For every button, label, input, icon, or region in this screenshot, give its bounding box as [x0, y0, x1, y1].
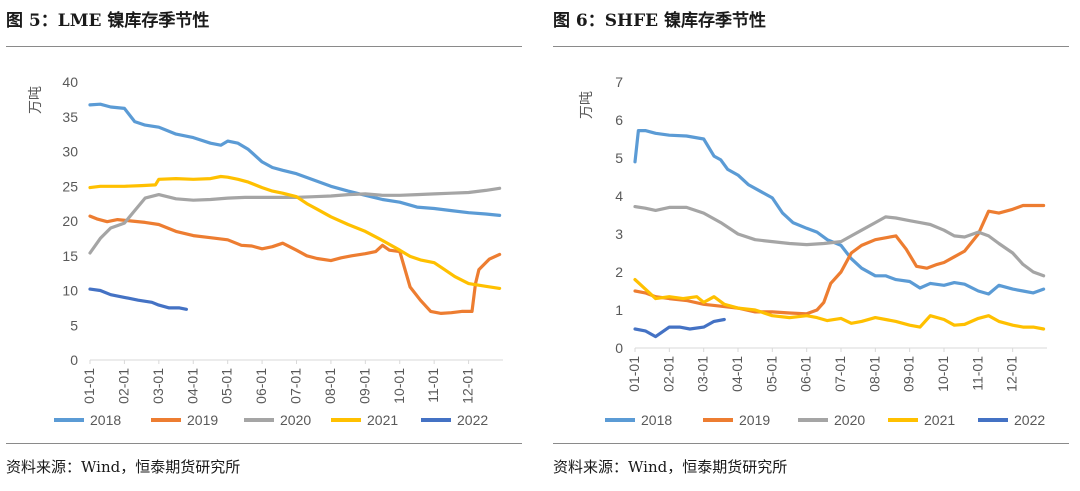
chart-title-lme: 图 5：LME 镍库存季节性 — [6, 11, 210, 31]
y-tick-label: 10 — [62, 283, 78, 299]
y-axis-label: 万吨 — [27, 86, 43, 114]
x-tick-label: 03-01 — [150, 368, 166, 404]
y-tick-label: 40 — [62, 74, 78, 90]
legend-label-2021: 2021 — [924, 412, 955, 428]
legend-label-2020: 2020 — [834, 412, 865, 428]
legend-label-2021: 2021 — [367, 412, 398, 428]
legend-label-2019: 2019 — [739, 412, 770, 428]
chart-title-shfe: 图 6：SHFE 镍库存季节性 — [553, 11, 767, 31]
shfe-panel: 图 6：SHFE 镍库存季节性 万吨 0 1 2 3 4 5 6 7 01-01 02-01 03-0… — [553, 0, 1073, 491]
x-tick-label: 06-01 — [253, 368, 269, 404]
y-tick-label: 5 — [615, 150, 623, 166]
x-tick-label: 09-01 — [901, 356, 917, 392]
x-tick-label: 08-01 — [322, 368, 338, 404]
x-tick-label: 12-01 — [1004, 356, 1020, 392]
series-line-2021 — [633, 278, 1046, 331]
lme-panel: 图 5：LME 镍库存季节性 万吨 0 5 10 15 20 25 30 35 40 01-01 02… — [6, 0, 526, 491]
y-tick-label: 20 — [62, 213, 78, 229]
series-line-2022 — [88, 287, 188, 311]
x-tick-label: 04-01 — [729, 356, 745, 392]
x-tick-label: 08-01 — [866, 356, 882, 392]
x-tick-label: 09-01 — [356, 368, 372, 404]
series-line-2019 — [633, 203, 1046, 316]
source-note: 资料来源：Wind，恒泰期货研究所 — [6, 458, 241, 476]
y-tick-label: 2 — [615, 264, 623, 280]
legend-label-2019: 2019 — [187, 412, 218, 428]
x-tick-label: 05-01 — [763, 356, 779, 392]
y-tick-label: 5 — [70, 317, 78, 333]
series-line-2019 — [88, 214, 502, 315]
x-tick-label: 01-01 — [81, 368, 97, 404]
y-tick-label: 7 — [615, 74, 623, 90]
legend-label-2020: 2020 — [280, 412, 311, 428]
legend-label-2022: 2022 — [1014, 412, 1045, 428]
x-tick-label: 02-01 — [115, 368, 131, 404]
y-tick-label: 0 — [615, 340, 623, 356]
x-tick-label: 03-01 — [695, 356, 711, 392]
series-line-2018 — [88, 102, 502, 217]
series-line-2020 — [88, 186, 502, 255]
shfe-inventory-chart: 万吨 0 1 2 3 4 5 6 7 01-01 02-01 03-01 04-01 05-01 06-01… — [578, 74, 1047, 428]
y-tick-label: 15 — [62, 248, 78, 264]
legend-label-2018: 2018 — [90, 412, 121, 428]
y-tick-label: 0 — [70, 352, 78, 368]
y-axis-label: 万吨 — [578, 91, 594, 119]
y-tick-label: 1 — [615, 302, 623, 318]
source-divider — [6, 443, 522, 444]
x-tick-label: 05-01 — [219, 368, 235, 404]
legend-label-2022: 2022 — [457, 412, 488, 428]
legend-label-2018: 2018 — [641, 412, 672, 428]
x-tick-label: 10-01 — [935, 356, 951, 392]
x-tick-label: 10-01 — [391, 368, 407, 404]
x-tick-label: 11-01 — [425, 368, 441, 403]
x-tick-label: 02-01 — [660, 356, 676, 392]
y-tick-label: 25 — [62, 178, 78, 194]
x-tick-label: 07-01 — [288, 368, 304, 404]
lme-inventory-chart: 万吨 0 5 10 15 20 25 30 35 40 01-01 02-01 03-01 04-01 05… — [27, 74, 503, 428]
title-divider — [6, 46, 522, 47]
source-note: 资料来源：Wind，恒泰期货研究所 — [553, 458, 788, 476]
series-line-2020 — [633, 205, 1046, 278]
source-divider — [553, 443, 1069, 444]
series-line-2022 — [633, 317, 726, 339]
y-tick-label: 6 — [615, 112, 623, 128]
x-tick-label: 04-01 — [184, 368, 200, 404]
series-line-2021 — [88, 174, 502, 290]
y-tick-label: 3 — [615, 226, 623, 242]
x-tick-label: 01-01 — [626, 356, 642, 392]
x-tick-label: 07-01 — [832, 356, 848, 392]
x-tick-label: 12-01 — [460, 368, 476, 404]
title-divider — [553, 46, 1069, 47]
x-tick-label: 11-01 — [969, 356, 985, 391]
y-tick-label: 30 — [62, 144, 78, 160]
y-tick-label: 4 — [615, 188, 623, 204]
y-tick-label: 35 — [62, 109, 78, 125]
x-tick-label: 06-01 — [798, 356, 814, 392]
